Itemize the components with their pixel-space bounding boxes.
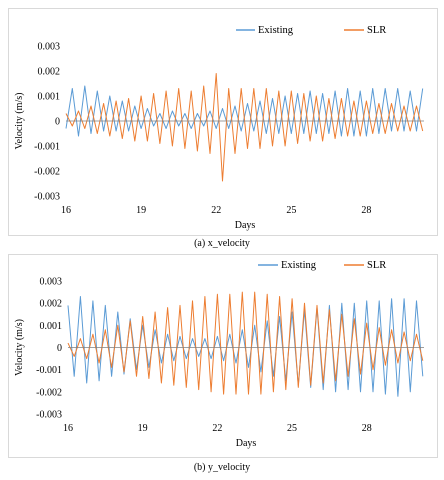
x-tick-label: 28 <box>361 205 371 216</box>
y-tick-label: 0.003 <box>38 42 61 53</box>
y-tick-label: 0.003 <box>40 277 63 288</box>
x-tick-label: 25 <box>286 205 296 216</box>
x-axis-title: Days <box>236 438 257 449</box>
chart-caption-x-velocity: (a) x_velocity <box>194 238 250 249</box>
y-tick-label: 0.001 <box>38 92 61 103</box>
x-tick-label: 22 <box>211 205 221 216</box>
y-tick-label: -0.003 <box>36 410 62 421</box>
x-tick-label: 22 <box>212 423 222 434</box>
y-tick-label: -0.001 <box>36 365 62 376</box>
x-axis-title: Days <box>235 220 256 231</box>
y-tick-label: 0.001 <box>40 321 63 332</box>
y-tick-label: -0.002 <box>36 387 62 398</box>
y-tick-label: 0 <box>57 343 62 354</box>
y-tick-label: 0 <box>55 117 60 128</box>
y-tick-label: 0.002 <box>40 299 63 310</box>
y-axis-title: Velocity (m/s) <box>14 93 25 150</box>
x-tick-label: 19 <box>136 205 146 216</box>
chart-caption-y-velocity: (b) y_velocity <box>193 462 251 473</box>
chart-panel-x-velocity <box>8 8 438 236</box>
y-tick-label: 0.002 <box>38 67 61 78</box>
x-tick-label: 19 <box>138 423 148 434</box>
legend-label-existing: Existing <box>258 25 294 36</box>
y-tick-label: -0.002 <box>34 167 60 178</box>
y-axis-title: Velocity (m/s) <box>14 319 25 376</box>
x-tick-label: 28 <box>362 423 372 434</box>
legend-label-slr: SLR <box>367 25 386 36</box>
x-tick-label: 16 <box>63 423 73 434</box>
x-tick-label: 25 <box>287 423 297 434</box>
series-line-slr <box>67 291 424 395</box>
y-tick-label: -0.001 <box>34 142 60 153</box>
x-tick-label: 16 <box>61 205 71 216</box>
legend-label-existing: Existing <box>281 260 317 271</box>
legend-label-slr: SLR <box>367 260 386 271</box>
chart-panel-y-velocity <box>8 254 438 458</box>
series-line-slr <box>65 73 424 182</box>
y-tick-label: -0.003 <box>34 192 60 203</box>
